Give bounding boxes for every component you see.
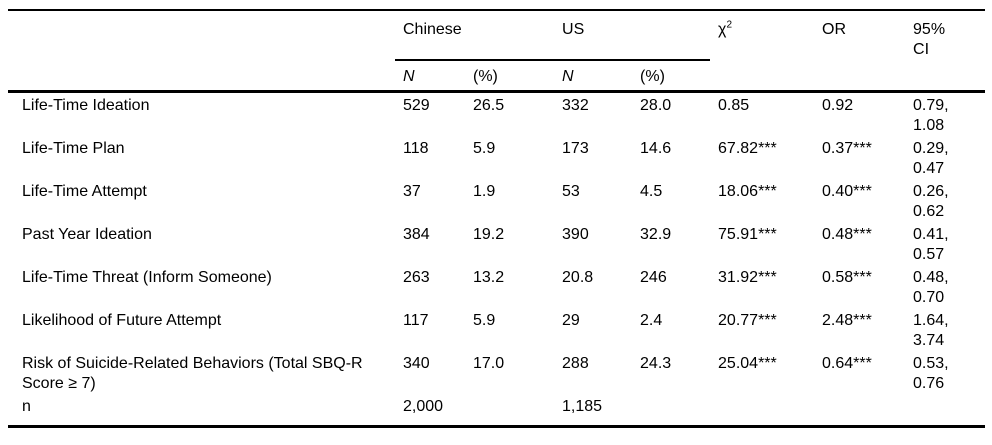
cell-chinese-n: 117: [403, 311, 429, 329]
cell-chi-square: 67.82***: [718, 139, 777, 157]
cell-chinese-n: 529: [403, 96, 430, 114]
table-row: Life-Time Plan 118 5.9 173 14.6 67.82***…: [8, 136, 985, 179]
chi-symbol: χ: [718, 21, 727, 38]
cell-chinese-pct: 13.2: [473, 268, 505, 286]
group-header-row: Chinese US χ2 OR 95% CI: [8, 9, 986, 93]
row-label: Risk of Suicide-Related Behaviors (Total…: [22, 354, 363, 392]
cell-us-pct: 14.6: [640, 139, 672, 157]
cell-odds-ratio: [814, 393, 906, 428]
table-row: Risk of Suicide-Related Behaviors (Total…: [8, 351, 985, 394]
sub-header-row: N (%) N (%): [8, 60, 985, 93]
col-group-chinese: Chinese: [395, 9, 555, 61]
cell-chinese-pct: [465, 393, 555, 428]
cell-chi-square: 25.04***: [718, 354, 777, 372]
cell-odds-ratio: 0.48***: [822, 225, 872, 243]
col-header-odds-ratio: OR: [814, 9, 906, 93]
subheader-chinese-pct: (%): [465, 60, 555, 93]
cell-95ci: 0.41, 0.57: [913, 225, 949, 263]
cell-us-n: 288: [562, 354, 589, 372]
col-header-chi-square: χ2: [710, 9, 815, 93]
cell-us-n: 332: [562, 96, 589, 114]
col-header-95ci: 95% CI: [905, 9, 986, 93]
cell-chi-square: 18.06***: [718, 182, 777, 200]
subheader-us-n: N: [554, 60, 633, 93]
cell-us-pct: 32.9: [640, 225, 672, 243]
table-row: Life-Time Threat (Inform Someone) 263 13…: [8, 265, 985, 308]
subheader-us-pct: (%): [632, 60, 711, 93]
table-row: Past Year Ideation 384 19.2 390 32.9 75.…: [8, 222, 985, 265]
cell-us-n: 29: [562, 311, 580, 329]
cell-us-n: 53: [562, 182, 580, 200]
cell-us-pct: 246: [640, 268, 667, 286]
table-body: Life-Time Ideation 529 26.5 332 28.0 0.8…: [8, 91, 986, 428]
cell-95ci: 0.29, 0.47: [913, 139, 949, 177]
cell-us-pct: 28.0: [640, 96, 672, 114]
cell-95ci: 1.64, 3.74: [913, 311, 949, 349]
cell-chi-square: 0.85: [718, 96, 750, 114]
cell-chinese-pct: 19.2: [473, 225, 505, 243]
cell-chinese-pct: 5.9: [473, 311, 496, 329]
cell-95ci: 0.79, 1.08: [913, 96, 949, 134]
cell-95ci: 0.53, 0.76: [913, 354, 949, 392]
cell-odds-ratio: 0.92: [822, 96, 854, 114]
cell-us-pct: 4.5: [640, 182, 663, 200]
cell-us-n: 1,185: [554, 393, 633, 428]
cell-chi-square: 75.91***: [718, 225, 777, 243]
cell-odds-ratio: 2.48***: [822, 311, 872, 329]
table-row: Life-Time Ideation 529 26.5 332 28.0 0.8…: [8, 91, 985, 136]
table-row: Life-Time Attempt 37 1.9 53 4.5 18.06***…: [8, 179, 985, 222]
row-label: Life-Time Plan: [22, 139, 125, 157]
comparison-table: Chinese US χ2 OR 95% CI N (%) N (%) Life…: [8, 9, 986, 428]
cell-us-n: 390: [562, 225, 589, 243]
row-label: Likelihood of Future Attempt: [22, 311, 222, 329]
cell-chi-square: [710, 393, 815, 428]
cell-chinese-pct: 1.9: [473, 182, 496, 200]
cell-chinese-pct: 5.9: [473, 139, 496, 157]
cell-chinese-pct: 26.5: [473, 96, 505, 114]
row-label: Life-Time Threat (Inform Someone): [22, 268, 272, 286]
cell-chinese-n: 118: [403, 139, 429, 157]
cell-95ci: [905, 393, 986, 428]
cell-chi-square: 31.92***: [718, 268, 777, 286]
cell-us-pct: 2.4: [640, 311, 663, 329]
cell-chinese-n: 384: [403, 225, 430, 243]
row-label: Life-Time Ideation: [22, 96, 150, 114]
row-label: Past Year Ideation: [22, 225, 152, 243]
cell-odds-ratio: 0.37***: [822, 139, 872, 157]
row-label-header: [8, 9, 395, 93]
cell-odds-ratio: 0.64***: [822, 354, 872, 372]
col-group-us: US: [554, 9, 711, 61]
cell-95ci: 0.48, 0.70: [913, 268, 949, 306]
cell-chinese-pct: 17.0: [473, 354, 505, 372]
cell-us-n: 173: [562, 139, 589, 157]
cell-us-pct: 24.3: [640, 354, 672, 372]
cell-us-pct: [632, 393, 711, 428]
cell-odds-ratio: 0.58***: [822, 268, 872, 286]
cell-chinese-n: 2,000: [395, 393, 465, 428]
chi-superscript: 2: [726, 19, 732, 31]
cell-chi-square: 20.77***: [718, 311, 777, 329]
table-row: n 2,000 1,185: [8, 393, 986, 428]
row-label: n: [8, 393, 395, 428]
cell-chinese-n: 37: [403, 182, 421, 200]
cell-chinese-n: 340: [403, 354, 430, 372]
cell-chinese-n: 263: [403, 268, 430, 286]
row-label: Life-Time Attempt: [22, 182, 147, 200]
table-row: Likelihood of Future Attempt 117 5.9 29 …: [8, 308, 985, 351]
cell-odds-ratio: 0.40***: [822, 182, 872, 200]
cell-us-n: 20.8: [562, 268, 594, 286]
subheader-chinese-n: N: [395, 60, 465, 93]
cell-95ci: 0.26, 0.62: [913, 182, 949, 220]
